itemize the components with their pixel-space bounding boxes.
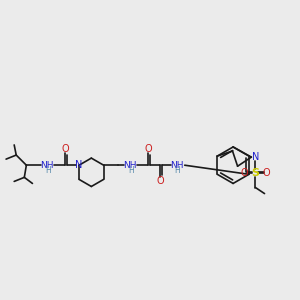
Text: NH: NH: [123, 161, 137, 170]
Text: O: O: [240, 168, 248, 178]
Text: O: O: [263, 168, 270, 178]
Text: H: H: [128, 166, 134, 175]
Text: O: O: [157, 176, 164, 186]
Text: O: O: [144, 144, 152, 154]
Text: NH: NH: [40, 161, 53, 170]
Text: H: H: [45, 166, 50, 175]
Text: H: H: [175, 166, 181, 175]
Text: NH: NH: [170, 161, 183, 170]
Text: S: S: [251, 168, 260, 178]
Text: O: O: [61, 144, 69, 154]
Text: N: N: [252, 152, 259, 162]
Text: N: N: [75, 160, 83, 170]
